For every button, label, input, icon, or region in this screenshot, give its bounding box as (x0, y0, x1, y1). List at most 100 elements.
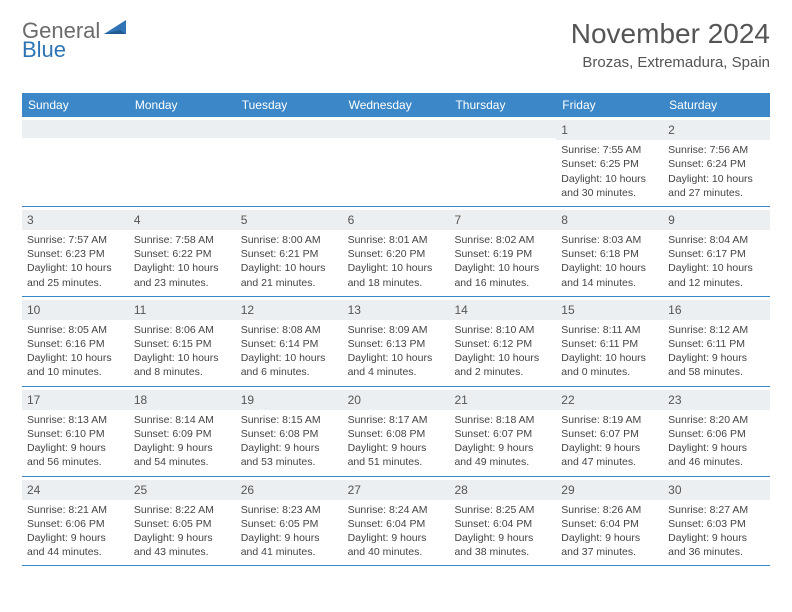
calendar-cell (129, 117, 236, 206)
daylight-text: Daylight: 9 hours and 40 minutes. (348, 531, 445, 559)
calendar-cell: 24 Sunrise: 8:21 AMSunset: 6:06 PMDayligh… (22, 477, 129, 566)
calendar-cell: 14Sunrise: 8:10 AMSunset: 6:12 PMDayligh… (449, 297, 556, 386)
calendar-week: 24Sunrise: 8:21 AMSunset: 6:06 PMDayligh… (22, 477, 770, 567)
sunset-text: Sunset: 6:11 PM (668, 337, 765, 351)
day-number: 20 (343, 390, 450, 410)
calendar-cell: 23Sunrise: 8:20 AMSunset: 6:06 PMDayligh… (663, 387, 770, 476)
day-number: 12 (236, 300, 343, 320)
calendar-cell: 26Sunrise: 8:23 AMSunset: 6:05 PMDayligh… (236, 477, 343, 566)
day-number: 25 (129, 480, 236, 500)
calendar-cell: 9Sunrise: 8:04 AMSunset: 6:17 PMDaylight… (663, 207, 770, 296)
sunrise-text: Sunrise: 8:14 AM (134, 413, 231, 427)
day-number: 17 (22, 390, 129, 410)
sunset-text: Sunset: 6:12 PM (454, 337, 551, 351)
calendar-cell: 10Sunrise: 8:05 AMSunset: 6:16 PMDayligh… (22, 297, 129, 386)
daylight-text: Daylight: 9 hours and 49 minutes. (454, 441, 551, 469)
sunset-text: Sunset: 6:21 PM (241, 247, 338, 261)
sunrise-text: Sunrise: 8:03 AM (561, 233, 658, 247)
calendar-cell: 15Sunrise: 8:11 AMSunset: 6:11 PMDayligh… (556, 297, 663, 386)
calendar-cell: 21Sunrise: 8:18 AMSunset: 6:07 PMDayligh… (449, 387, 556, 476)
sunrise-text: Sunrise: 8:05 AM (27, 323, 124, 337)
sunrise-text: Sunrise: 8:01 AM (348, 233, 445, 247)
day-number (449, 120, 556, 138)
sunset-text: Sunset: 6:05 PM (241, 517, 338, 531)
day-number: 10 (22, 300, 129, 320)
sunset-text: Sunset: 6:06 PM (668, 427, 765, 441)
day-number: 9 (663, 210, 770, 230)
sunset-text: Sunset: 6:11 PM (561, 337, 658, 351)
sunrise-text: Sunrise: 8:04 AM (668, 233, 765, 247)
sunrise-text: Sunrise: 8:24 AM (348, 503, 445, 517)
sunset-text: Sunset: 6:18 PM (561, 247, 658, 261)
daylight-text: Daylight: 9 hours and 37 minutes. (561, 531, 658, 559)
sunset-text: Sunset: 6:24 PM (668, 157, 765, 171)
day-number: 28 (449, 480, 556, 500)
calendar-cell: 4Sunrise: 7:58 AMSunset: 6:22 PMDaylight… (129, 207, 236, 296)
sunrise-text: Sunrise: 7:58 AM (134, 233, 231, 247)
daylight-text: Daylight: 9 hours and 41 minutes. (241, 531, 338, 559)
day-number: 16 (663, 300, 770, 320)
sunset-text: Sunset: 6:23 PM (27, 247, 124, 261)
calendar-cell (449, 117, 556, 206)
location: Brozas, Extremadura, Spain (571, 54, 770, 71)
sunset-text: Sunset: 6:07 PM (561, 427, 658, 441)
sunrise-text: Sunrise: 8:22 AM (134, 503, 231, 517)
day-number: 19 (236, 390, 343, 410)
day-number (129, 120, 236, 138)
daylight-text: Daylight: 10 hours and 21 minutes. (241, 261, 338, 289)
sunset-text: Sunset: 6:19 PM (454, 247, 551, 261)
calendar-cell: 30Sunrise: 8:27 AMSunset: 6:03 PMDayligh… (663, 477, 770, 566)
sunrise-text: Sunrise: 7:55 AM (561, 143, 658, 157)
day-header-cell: Thursday (449, 93, 556, 117)
daylight-text: Daylight: 9 hours and 46 minutes. (668, 441, 765, 469)
sunset-text: Sunset: 6:14 PM (241, 337, 338, 351)
calendar-cell: 16Sunrise: 8:12 AMSunset: 6:11 PMDayligh… (663, 297, 770, 386)
logo-triangle-icon (104, 18, 130, 44)
day-number: 18 (129, 390, 236, 410)
daylight-text: Daylight: 10 hours and 10 minutes. (27, 351, 124, 379)
daylight-text: Daylight: 9 hours and 58 minutes. (668, 351, 765, 379)
sunset-text: Sunset: 6:08 PM (348, 427, 445, 441)
daylight-text: Daylight: 9 hours and 51 minutes. (348, 441, 445, 469)
day-number (343, 120, 450, 138)
sunset-text: Sunset: 6:03 PM (668, 517, 765, 531)
daylight-text: Daylight: 9 hours and 47 minutes. (561, 441, 658, 469)
day-number: 6 (343, 210, 450, 230)
sunrise-text: Sunrise: 8:02 AM (454, 233, 551, 247)
sunrise-text: Sunrise: 8:25 AM (454, 503, 551, 517)
daylight-text: Daylight: 9 hours and 36 minutes. (668, 531, 765, 559)
day-number (236, 120, 343, 138)
daylight-text: Daylight: 10 hours and 25 minutes. (27, 261, 124, 289)
daylight-text: Daylight: 10 hours and 12 minutes. (668, 261, 765, 289)
sunrise-text: Sunrise: 8:00 AM (241, 233, 338, 247)
sunset-text: Sunset: 6:20 PM (348, 247, 445, 261)
daylight-text: Daylight: 9 hours and 38 minutes. (454, 531, 551, 559)
sunset-text: Sunset: 6:06 PM (27, 517, 124, 531)
sunrise-text: Sunrise: 8:21 AM (27, 503, 124, 517)
day-header-cell: Saturday (663, 93, 770, 117)
calendar-week: 10Sunrise: 8:05 AMSunset: 6:16 PMDayligh… (22, 297, 770, 387)
daylight-text: Daylight: 10 hours and 2 minutes. (454, 351, 551, 379)
daylight-text: Daylight: 9 hours and 44 minutes. (27, 531, 124, 559)
calendar-week: 3Sunrise: 7:57 AMSunset: 6:23 PMDaylight… (22, 207, 770, 297)
month-title: November 2024 (571, 18, 770, 50)
calendar-cell: 28Sunrise: 8:25 AMSunset: 6:04 PMDayligh… (449, 477, 556, 566)
sunset-text: Sunset: 6:04 PM (561, 517, 658, 531)
sunrise-text: Sunrise: 7:57 AM (27, 233, 124, 247)
day-number: 14 (449, 300, 556, 320)
sunrise-text: Sunrise: 8:27 AM (668, 503, 765, 517)
day-number: 24 (22, 480, 129, 500)
daylight-text: Daylight: 9 hours and 43 minutes. (134, 531, 231, 559)
calendar-cell: 20Sunrise: 8:17 AMSunset: 6:08 PMDayligh… (343, 387, 450, 476)
calendar-cell (236, 117, 343, 206)
sunset-text: Sunset: 6:15 PM (134, 337, 231, 351)
daylight-text: Daylight: 10 hours and 27 minutes. (668, 172, 765, 200)
daylight-text: Daylight: 10 hours and 18 minutes. (348, 261, 445, 289)
header: General Blue November 2024 Brozas, Extre… (22, 18, 770, 71)
calendar-cell: 3Sunrise: 7:57 AMSunset: 6:23 PMDaylight… (22, 207, 129, 296)
day-number: 15 (556, 300, 663, 320)
daylight-text: Daylight: 10 hours and 14 minutes. (561, 261, 658, 289)
calendar-cell: 11Sunrise: 8:06 AMSunset: 6:15 PMDayligh… (129, 297, 236, 386)
sunrise-text: Sunrise: 8:11 AM (561, 323, 658, 337)
day-number: 22 (556, 390, 663, 410)
